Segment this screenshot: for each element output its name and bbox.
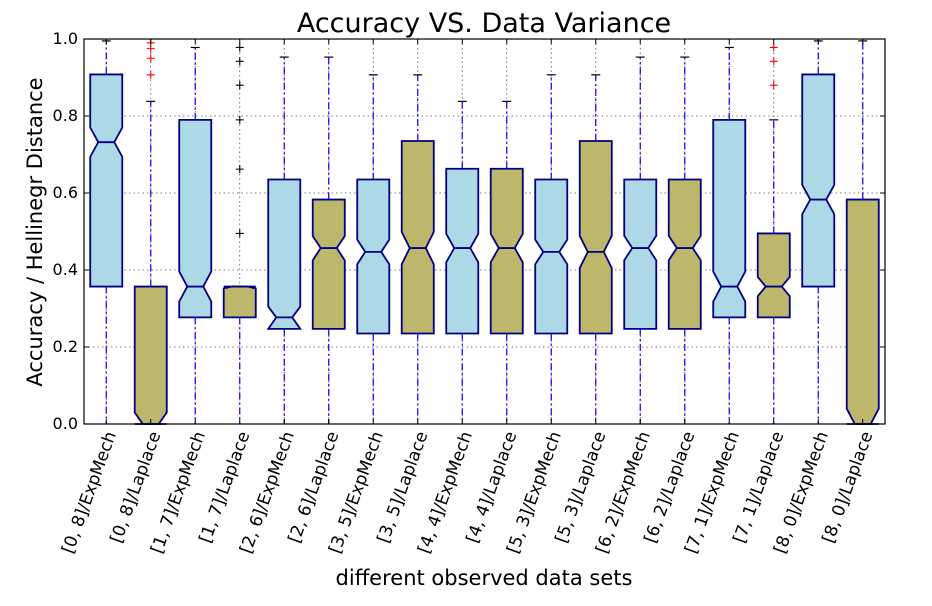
x-axis-label: different observed data sets [336,566,633,590]
box-laplace [311,56,346,424]
box-body [222,285,257,319]
flier-marker [235,115,244,124]
plot-area-frame [83,38,886,425]
box-expmech [178,46,213,424]
box-body [667,178,702,330]
y-tick-label: 0.2 [53,337,78,356]
flier-marker [769,57,778,66]
flier-marker [235,57,244,66]
y-tick-label: 0.8 [53,106,78,125]
flier-marker [769,81,778,90]
box-body [178,118,213,319]
flier-marker [235,165,244,174]
box-expmech [356,74,391,424]
box-body [801,73,836,288]
box-body [712,118,747,319]
box-body [356,178,391,335]
box-expmech [534,74,569,424]
flier-marker [235,43,244,52]
box-laplace [489,100,524,424]
box-body [266,178,302,330]
box-body [489,167,524,335]
box-expmech [623,56,658,424]
box-laplace [845,40,880,425]
box-body [400,140,435,335]
box-body [534,178,569,335]
box-laplace [578,74,613,424]
box-body [311,198,346,330]
box-expmech [801,40,836,424]
box-body [133,285,168,425]
chart-title: Accuracy VS. Data Variance [297,8,671,39]
y-tick-label: 0.4 [53,260,78,279]
box-laplace [222,43,257,424]
y-tick-label: 1.0 [53,29,78,48]
flier-marker [235,229,244,238]
box-body [845,198,880,425]
box-body [89,73,124,288]
box-body [623,178,658,330]
box-body [445,167,480,335]
y-tick-label: 0.6 [53,183,78,202]
flier-marker [146,54,155,63]
flier-marker [769,43,778,52]
y-axis-label: Accuracy / Hellinegr Distance [23,77,47,386]
box-expmech [266,56,302,424]
box-laplace [756,43,791,424]
y-tick-label: 0.0 [53,414,78,433]
flier-marker [235,81,244,90]
box-expmech [445,100,480,424]
box-expmech [712,46,747,424]
box-expmech [89,40,124,424]
box-body [756,232,791,319]
flier-marker [146,70,155,79]
box-laplace [667,56,702,424]
box-body [578,140,613,335]
box-laplace [400,74,435,424]
boxes [89,38,880,425]
box-laplace [133,38,168,425]
